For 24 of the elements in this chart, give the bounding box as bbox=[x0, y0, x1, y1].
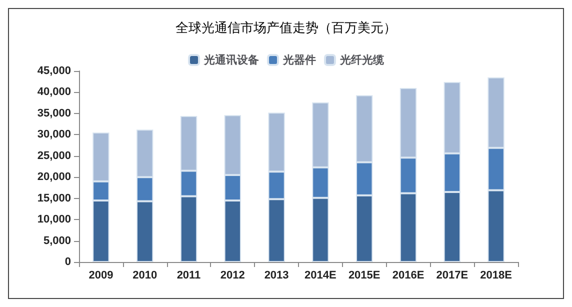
chart-title: 全球光通信市场产值走势（百万美元） bbox=[176, 20, 396, 36]
x-tick-label: 2009 bbox=[88, 270, 114, 282]
y-tick-label: 5,000 bbox=[43, 234, 71, 247]
y-tick-label: 20,000 bbox=[37, 171, 71, 184]
x-tick-label: 2014E bbox=[304, 270, 336, 282]
y-tick-label: 0 bbox=[64, 256, 71, 268]
y-tick-label: 25,000 bbox=[37, 150, 71, 162]
y-tick-label: 40,000 bbox=[37, 86, 71, 98]
x-tick-label: 2011 bbox=[176, 270, 201, 282]
x-tick-label: 2013 bbox=[264, 270, 289, 282]
legend-label: 光纤光缆 bbox=[339, 54, 385, 66]
y-tick-label: 45,000 bbox=[37, 65, 71, 77]
y-tick-label: 35,000 bbox=[37, 107, 71, 120]
x-tick-label: 2015E bbox=[348, 270, 380, 282]
legend-label: 光通讯设备 bbox=[203, 54, 259, 66]
legend-label: 光器件 bbox=[282, 54, 316, 66]
x-tick-label: 2016E bbox=[392, 270, 424, 282]
y-tick-label: 30,000 bbox=[37, 128, 71, 141]
y-tick-label: 15,000 bbox=[37, 192, 71, 204]
x-tick-label: 2018E bbox=[480, 270, 512, 282]
x-tick-label: 2017E bbox=[436, 270, 468, 282]
y-tick-label: 10,000 bbox=[37, 214, 71, 226]
x-tick-label: 2012 bbox=[220, 270, 245, 282]
x-tick-label: 2010 bbox=[132, 270, 158, 282]
